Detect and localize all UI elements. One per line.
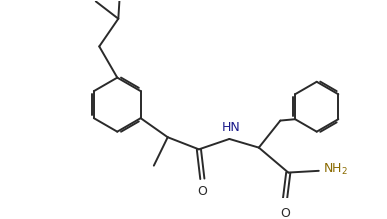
Text: O: O	[280, 207, 290, 219]
Text: NH$_2$: NH$_2$	[323, 162, 348, 177]
Text: O: O	[197, 185, 207, 198]
Text: HN: HN	[222, 121, 240, 134]
